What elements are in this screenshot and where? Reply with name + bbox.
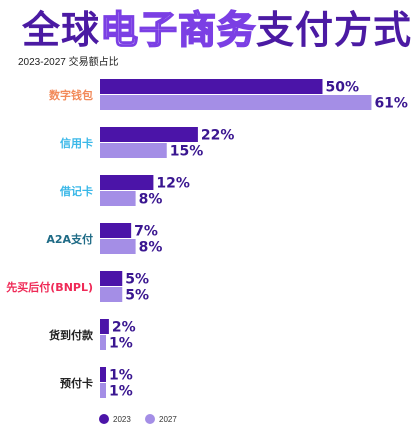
category-label: 预付卡: [60, 376, 93, 390]
value-label-2023: 2%: [112, 320, 136, 336]
value-label-2023: 1%: [109, 368, 133, 384]
value-label-2023: 12%: [156, 176, 190, 192]
legend-swatch-2023: [99, 414, 109, 424]
bar-2027: [100, 239, 136, 254]
category-label: 货到付款: [48, 328, 94, 342]
category-label: 信用卡: [60, 136, 93, 150]
value-label-2027: 61%: [374, 96, 408, 112]
value-label-2027: 8%: [139, 192, 163, 208]
legend-swatch-2027: [145, 414, 155, 424]
bar-2023: [100, 175, 154, 190]
title-part-payment: 支付方式: [256, 8, 413, 52]
bar-2027: [100, 143, 167, 158]
bar-2027: [100, 95, 372, 110]
category-label: 先买后付(BNPL): [6, 280, 93, 294]
bar-2023: [100, 271, 123, 286]
category-label: 借记卡: [59, 184, 93, 198]
value-label-2027: 15%: [170, 144, 204, 160]
bar-2027: [100, 335, 106, 350]
bar-2027: [100, 383, 106, 398]
legend-label-2023: 2023: [113, 415, 131, 424]
bar-2023: [100, 127, 198, 142]
title-part-global: 全球: [22, 8, 101, 52]
value-label-2027: 8%: [139, 240, 163, 256]
value-label-2023: 5%: [125, 272, 149, 288]
chart-subtitle: 2023-2027 交易额占比: [18, 57, 119, 68]
bar-2023: [100, 319, 109, 334]
bar-2027: [100, 191, 136, 206]
chart-title: 全球电子商务支付方式: [22, 6, 412, 54]
bar-2027: [100, 287, 123, 302]
value-label-2023: 7%: [134, 224, 158, 240]
title-part-ecommerce: 电子商务: [99, 7, 257, 53]
category-label: A2A支付: [46, 232, 93, 246]
bar-2023: [100, 223, 132, 238]
value-label-2027: 1%: [109, 336, 133, 352]
legend-label-2027: 2027: [159, 415, 177, 424]
value-label-2027: 1%: [109, 384, 133, 400]
category-label: 数字钱包: [49, 88, 93, 102]
value-label-2027: 5%: [125, 288, 149, 304]
bar-2023: [100, 367, 106, 382]
value-label-2023: 22%: [201, 128, 235, 144]
value-label-2023: 50%: [326, 80, 360, 96]
bar-2023: [100, 79, 323, 94]
